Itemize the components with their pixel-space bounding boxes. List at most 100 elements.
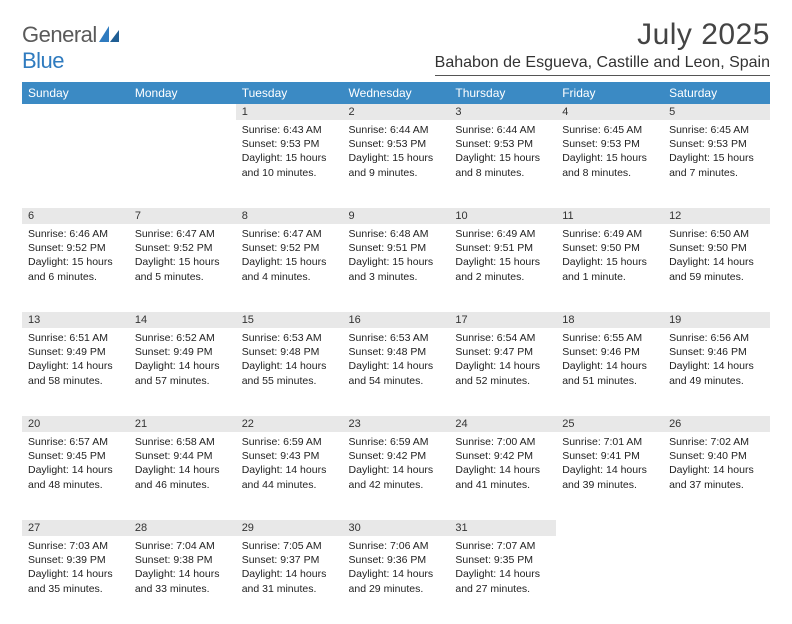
sail-icon — [99, 22, 121, 48]
day-cell: Sunrise: 7:04 AMSunset: 9:38 PMDaylight:… — [129, 536, 236, 624]
sunset-line: Sunset: 9:35 PM — [455, 553, 550, 567]
day-details: Sunrise: 7:07 AMSunset: 9:35 PMDaylight:… — [449, 536, 556, 602]
day-details: Sunrise: 6:51 AMSunset: 9:49 PMDaylight:… — [22, 328, 129, 394]
daylight-line: Daylight: 15 hours and 1 minute. — [562, 255, 657, 283]
daylight-line: Daylight: 14 hours and 39 minutes. — [562, 463, 657, 491]
sunrise-line: Sunrise: 6:53 AM — [349, 331, 444, 345]
day-details: Sunrise: 6:50 AMSunset: 9:50 PMDaylight:… — [663, 224, 770, 290]
day-number: 14 — [129, 312, 236, 328]
day-content-row: Sunrise: 6:57 AMSunset: 9:45 PMDaylight:… — [22, 432, 770, 520]
sunrise-line: Sunrise: 6:55 AM — [562, 331, 657, 345]
sunset-line: Sunset: 9:52 PM — [242, 241, 337, 255]
daylight-line: Daylight: 14 hours and 48 minutes. — [28, 463, 123, 491]
empty-cell — [129, 120, 236, 208]
empty-cell — [129, 104, 236, 120]
day-cell: Sunrise: 6:49 AMSunset: 9:51 PMDaylight:… — [449, 224, 556, 312]
day-details: Sunrise: 7:00 AMSunset: 9:42 PMDaylight:… — [449, 432, 556, 498]
location: Bahabon de Esgueva, Castille and Leon, S… — [435, 54, 770, 76]
day-number: 16 — [343, 312, 450, 328]
day-cell: Sunrise: 6:53 AMSunset: 9:48 PMDaylight:… — [343, 328, 450, 416]
day-details: Sunrise: 6:43 AMSunset: 9:53 PMDaylight:… — [236, 120, 343, 186]
day-details: Sunrise: 6:45 AMSunset: 9:53 PMDaylight:… — [663, 120, 770, 186]
day-number: 27 — [22, 520, 129, 536]
day-details: Sunrise: 7:04 AMSunset: 9:38 PMDaylight:… — [129, 536, 236, 602]
daylight-line: Daylight: 14 hours and 52 minutes. — [455, 359, 550, 387]
day-content-row: Sunrise: 6:51 AMSunset: 9:49 PMDaylight:… — [22, 328, 770, 416]
sunrise-line: Sunrise: 7:00 AM — [455, 435, 550, 449]
sunrise-line: Sunrise: 6:49 AM — [562, 227, 657, 241]
sunrise-line: Sunrise: 6:54 AM — [455, 331, 550, 345]
day-number: 3 — [449, 104, 556, 120]
day-cell: Sunrise: 6:57 AMSunset: 9:45 PMDaylight:… — [22, 432, 129, 520]
day-details: Sunrise: 6:53 AMSunset: 9:48 PMDaylight:… — [236, 328, 343, 394]
day-number: 22 — [236, 416, 343, 432]
day-cell: Sunrise: 7:07 AMSunset: 9:35 PMDaylight:… — [449, 536, 556, 624]
day-number: 17 — [449, 312, 556, 328]
daylight-line: Daylight: 14 hours and 44 minutes. — [242, 463, 337, 491]
day-cell: Sunrise: 6:47 AMSunset: 9:52 PMDaylight:… — [236, 224, 343, 312]
weekday-header-row: SundayMondayTuesdayWednesdayThursdayFrid… — [22, 82, 770, 104]
daylight-line: Daylight: 14 hours and 29 minutes. — [349, 567, 444, 595]
day-details: Sunrise: 7:02 AMSunset: 9:40 PMDaylight:… — [663, 432, 770, 498]
daylight-line: Daylight: 14 hours and 49 minutes. — [669, 359, 764, 387]
sunset-line: Sunset: 9:40 PM — [669, 449, 764, 463]
day-number: 11 — [556, 208, 663, 224]
day-details: Sunrise: 6:48 AMSunset: 9:51 PMDaylight:… — [343, 224, 450, 290]
daylight-line: Daylight: 14 hours and 33 minutes. — [135, 567, 230, 595]
day-details: Sunrise: 7:01 AMSunset: 9:41 PMDaylight:… — [556, 432, 663, 498]
daylight-line: Daylight: 14 hours and 54 minutes. — [349, 359, 444, 387]
empty-cell — [556, 536, 663, 624]
sunset-line: Sunset: 9:48 PM — [242, 345, 337, 359]
day-number: 13 — [22, 312, 129, 328]
day-details: Sunrise: 6:45 AMSunset: 9:53 PMDaylight:… — [556, 120, 663, 186]
day-number: 24 — [449, 416, 556, 432]
daylight-line: Daylight: 14 hours and 37 minutes. — [669, 463, 764, 491]
day-cell: Sunrise: 7:01 AMSunset: 9:41 PMDaylight:… — [556, 432, 663, 520]
sunset-line: Sunset: 9:52 PM — [135, 241, 230, 255]
empty-cell — [663, 536, 770, 624]
sunrise-line: Sunrise: 6:50 AM — [669, 227, 764, 241]
title-block: July 2025 Bahabon de Esgueva, Castille a… — [435, 18, 770, 76]
sunrise-line: Sunrise: 6:46 AM — [28, 227, 123, 241]
sunset-line: Sunset: 9:49 PM — [28, 345, 123, 359]
day-number: 20 — [22, 416, 129, 432]
daylight-line: Daylight: 14 hours and 31 minutes. — [242, 567, 337, 595]
day-number: 29 — [236, 520, 343, 536]
day-cell: Sunrise: 6:53 AMSunset: 9:48 PMDaylight:… — [236, 328, 343, 416]
day-details: Sunrise: 6:59 AMSunset: 9:42 PMDaylight:… — [343, 432, 450, 498]
day-number: 30 — [343, 520, 450, 536]
sunset-line: Sunset: 9:53 PM — [455, 137, 550, 151]
daylight-line: Daylight: 14 hours and 35 minutes. — [28, 567, 123, 595]
empty-cell — [556, 520, 663, 536]
sunrise-line: Sunrise: 6:57 AM — [28, 435, 123, 449]
day-cell: Sunrise: 6:52 AMSunset: 9:49 PMDaylight:… — [129, 328, 236, 416]
day-cell: Sunrise: 6:45 AMSunset: 9:53 PMDaylight:… — [663, 120, 770, 208]
sunrise-line: Sunrise: 7:07 AM — [455, 539, 550, 553]
day-details: Sunrise: 7:06 AMSunset: 9:36 PMDaylight:… — [343, 536, 450, 602]
day-details: Sunrise: 6:44 AMSunset: 9:53 PMDaylight:… — [449, 120, 556, 186]
day-details: Sunrise: 6:52 AMSunset: 9:49 PMDaylight:… — [129, 328, 236, 394]
day-cell: Sunrise: 6:45 AMSunset: 9:53 PMDaylight:… — [556, 120, 663, 208]
day-details: Sunrise: 6:44 AMSunset: 9:53 PMDaylight:… — [343, 120, 450, 186]
sunset-line: Sunset: 9:49 PM — [135, 345, 230, 359]
day-cell: Sunrise: 6:50 AMSunset: 9:50 PMDaylight:… — [663, 224, 770, 312]
sunset-line: Sunset: 9:53 PM — [562, 137, 657, 151]
sunset-line: Sunset: 9:36 PM — [349, 553, 444, 567]
sunset-line: Sunset: 9:52 PM — [28, 241, 123, 255]
sunrise-line: Sunrise: 7:03 AM — [28, 539, 123, 553]
day-cell: Sunrise: 6:43 AMSunset: 9:53 PMDaylight:… — [236, 120, 343, 208]
day-details: Sunrise: 6:54 AMSunset: 9:47 PMDaylight:… — [449, 328, 556, 394]
sunset-line: Sunset: 9:44 PM — [135, 449, 230, 463]
day-cell: Sunrise: 6:48 AMSunset: 9:51 PMDaylight:… — [343, 224, 450, 312]
logo-text-general: General — [22, 22, 97, 47]
daylight-line: Daylight: 14 hours and 41 minutes. — [455, 463, 550, 491]
weekday-header: Saturday — [663, 82, 770, 104]
weekday-header: Sunday — [22, 82, 129, 104]
header: General Blue July 2025 Bahabon de Esguev… — [22, 18, 770, 76]
empty-cell — [22, 120, 129, 208]
daylight-line: Daylight: 15 hours and 4 minutes. — [242, 255, 337, 283]
weekday-header: Monday — [129, 82, 236, 104]
sunrise-line: Sunrise: 6:47 AM — [135, 227, 230, 241]
sunrise-line: Sunrise: 6:59 AM — [242, 435, 337, 449]
sunrise-line: Sunrise: 7:05 AM — [242, 539, 337, 553]
